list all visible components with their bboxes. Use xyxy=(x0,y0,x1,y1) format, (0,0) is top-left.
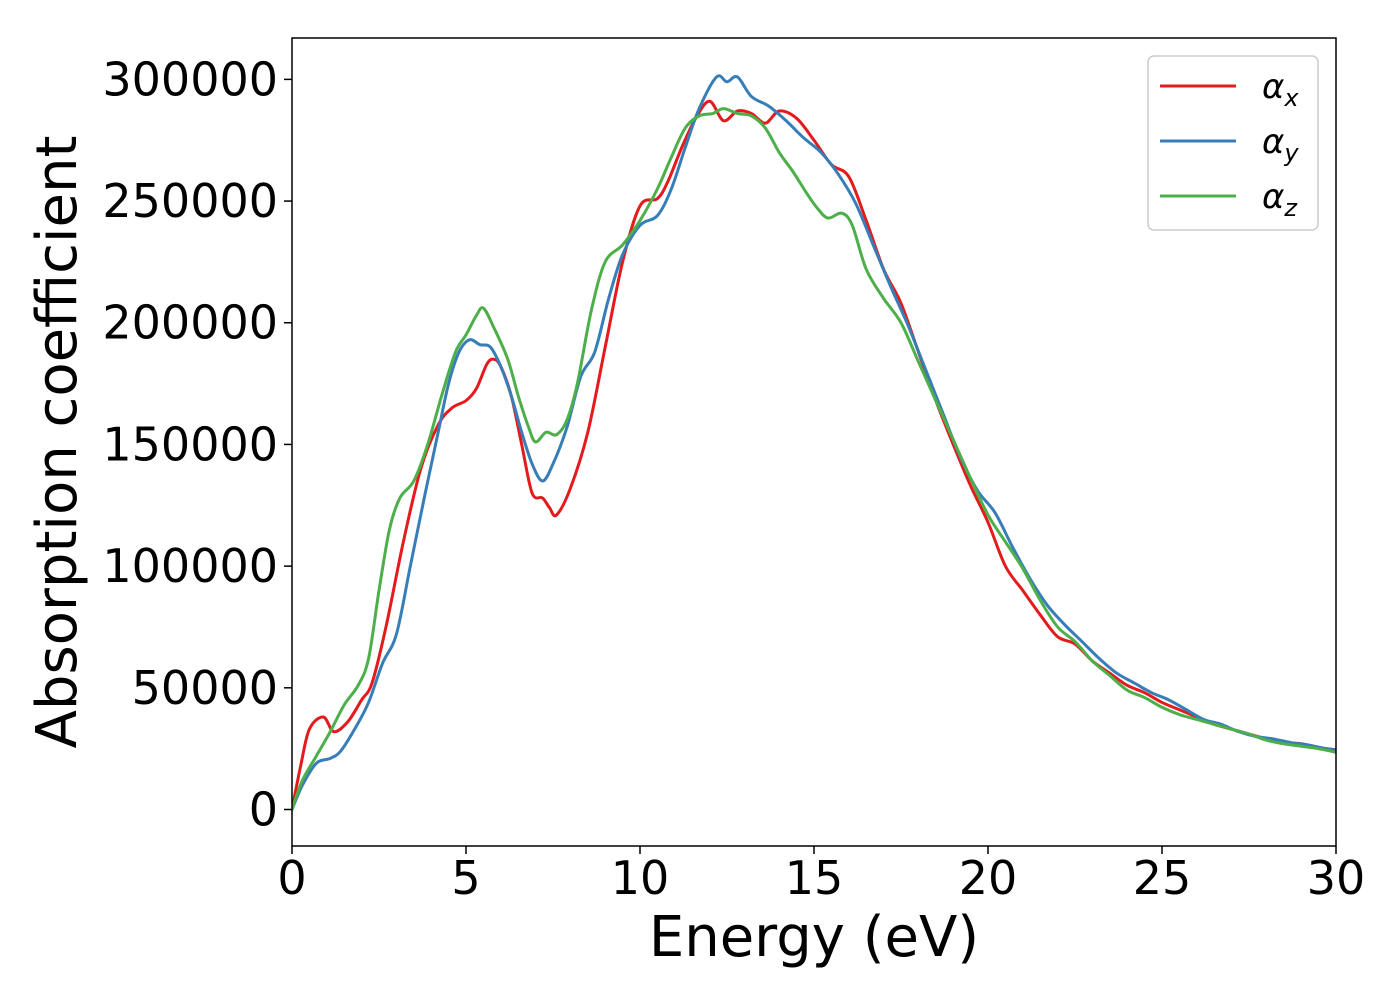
x-tick-label: 20 xyxy=(959,851,1018,905)
y-axis-label: Absorption coefficient xyxy=(25,136,90,749)
y-tick-label: 100000 xyxy=(102,539,278,593)
series-line-x xyxy=(292,99,1336,811)
plot-layer xyxy=(292,74,1336,811)
y-tick-label: 50000 xyxy=(132,661,278,715)
y-tick-label: 150000 xyxy=(102,417,278,471)
y-tick-label: 250000 xyxy=(102,174,278,228)
x-tick-label: 25 xyxy=(1133,851,1192,905)
x-tick-label: 15 xyxy=(785,851,844,905)
y-tick-label: 300000 xyxy=(102,52,278,106)
legend-items: αx αy αz xyxy=(1160,67,1299,222)
y-tick-label: 0 xyxy=(249,782,278,836)
legend-label-x: αx xyxy=(1262,67,1299,112)
x-tick-label: 30 xyxy=(1307,851,1366,905)
ticks-layer: 0 5 10 15 20 25 30 0 50000 100000 150000 200000 2500… xyxy=(102,52,1365,905)
series-line-z xyxy=(292,107,1336,811)
x-tick-label: 5 xyxy=(451,851,480,905)
x-tick-label: 10 xyxy=(611,851,670,905)
legend-box xyxy=(1147,55,1319,231)
legend: αx αy αz xyxy=(1147,55,1319,231)
y-tick-label: 200000 xyxy=(102,296,278,350)
series-line-y xyxy=(292,74,1336,811)
x-tick-label: 0 xyxy=(277,851,306,905)
legend-label-z: αz xyxy=(1262,177,1298,222)
x-axis-label: Energy (eV) xyxy=(649,905,979,970)
legend-label-y: αy xyxy=(1262,122,1299,167)
